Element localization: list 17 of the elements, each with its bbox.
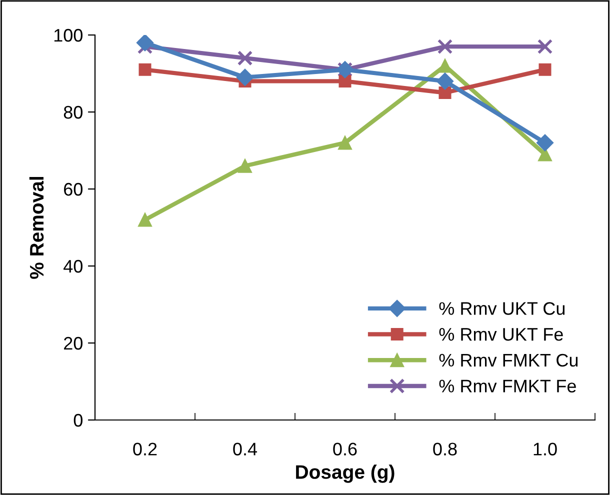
x-tick-label: 0.6 <box>333 442 357 456</box>
legend-label: % Rmv UKT Fe <box>439 328 563 341</box>
legend-label: % Rmv FMKT Cu <box>439 354 578 367</box>
x-tick-label: 0.8 <box>433 442 457 456</box>
x-tick-label: 0.2 <box>133 442 157 456</box>
x-tick-label: 1.0 <box>534 442 557 456</box>
y-axis-title: % Removal <box>29 177 44 279</box>
y-tick-label: 0 <box>74 414 82 427</box>
y-tick-label: 60 <box>64 182 82 196</box>
x-tick-label: 0.4 <box>233 442 258 456</box>
x-axis-title: Dosage (g) <box>296 464 394 483</box>
legend-label: % Rmv FMKT Fe <box>439 380 576 392</box>
y-tick-label: 40 <box>64 260 82 273</box>
legend-label: % Rmv UKT Cu <box>439 302 565 315</box>
y-tick-label: 20 <box>64 336 82 350</box>
y-tick-label: 80 <box>64 106 82 119</box>
y-tick-label: 100 <box>54 28 82 42</box>
